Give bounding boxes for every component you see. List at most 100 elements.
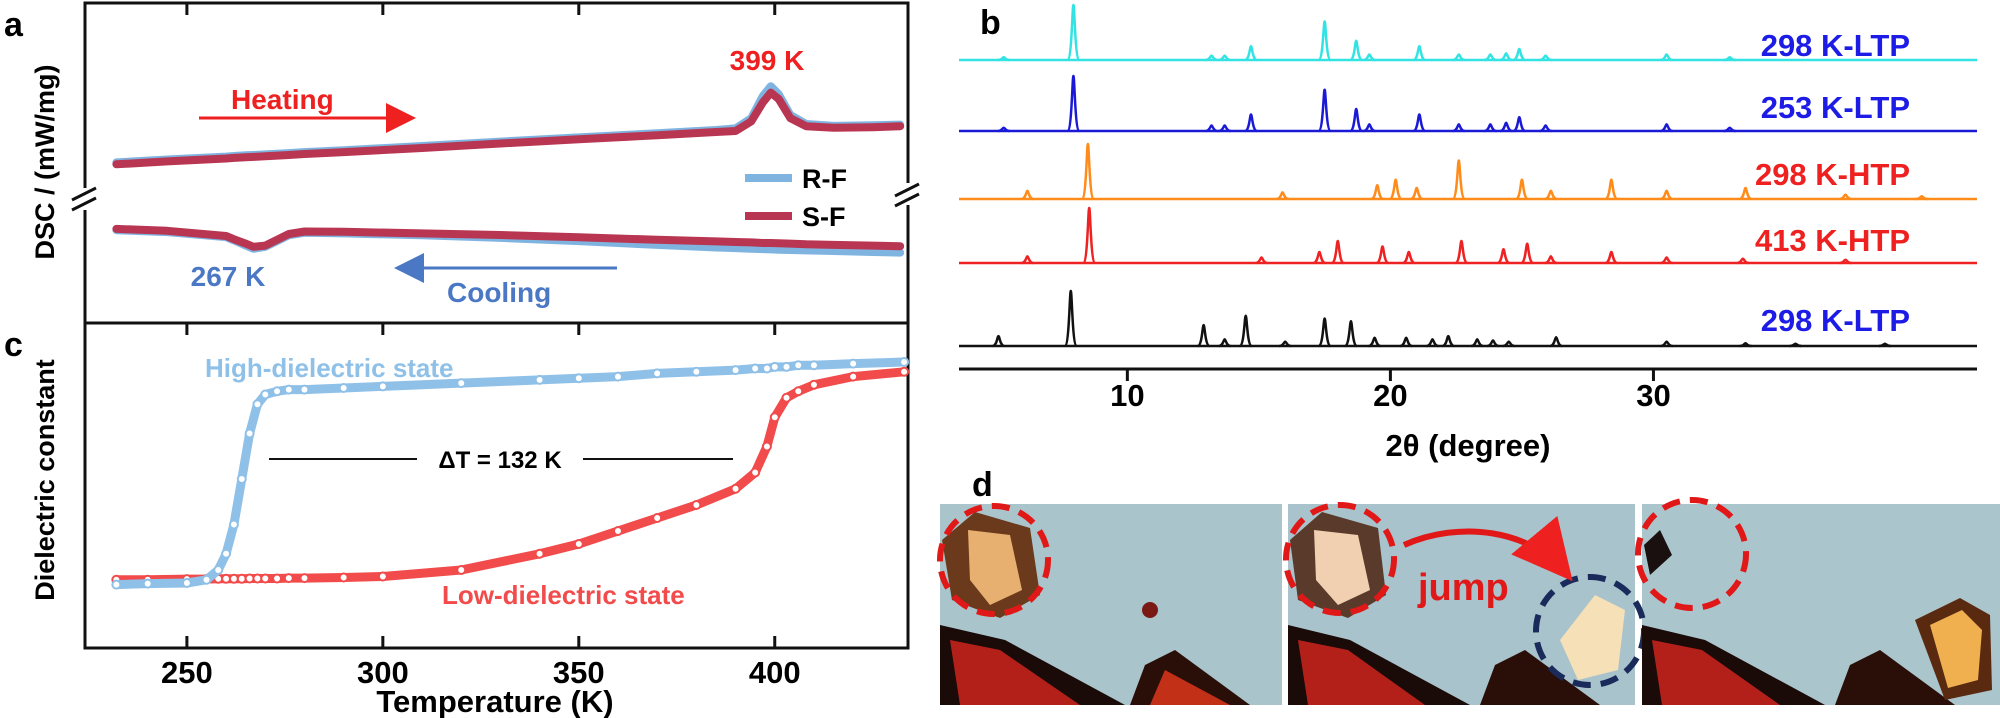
crystal xyxy=(1930,610,1982,688)
data-point xyxy=(769,361,780,372)
peak xyxy=(1499,52,1513,62)
peak xyxy=(1368,336,1381,348)
peak xyxy=(1410,186,1424,201)
legend-label: R-F xyxy=(802,164,847,194)
peak xyxy=(1197,323,1211,348)
data-point xyxy=(730,483,741,494)
y-axis-label: Dielectric constant xyxy=(30,359,60,601)
peak xyxy=(1660,256,1673,265)
data-point xyxy=(338,572,349,583)
data-point xyxy=(750,363,761,374)
data-point xyxy=(236,573,247,584)
annotation: 399 K xyxy=(730,45,805,76)
peak xyxy=(1739,186,1752,201)
peak xyxy=(997,126,1010,133)
peak xyxy=(1484,53,1497,62)
x-tick-label: 250 xyxy=(161,655,213,690)
peak xyxy=(1244,113,1258,133)
data-point xyxy=(848,371,859,382)
data-point xyxy=(848,358,859,369)
series-label: 298 K-LTP xyxy=(1761,303,1910,338)
data-point xyxy=(252,573,263,584)
peak xyxy=(1399,336,1413,348)
data-point xyxy=(750,467,761,478)
data-point xyxy=(228,519,239,530)
peak xyxy=(1205,54,1218,62)
data-point xyxy=(691,366,702,377)
highlight-circle xyxy=(1283,502,1397,616)
peak xyxy=(1878,342,1891,348)
peak xyxy=(1739,341,1752,348)
crystal xyxy=(1644,530,1672,575)
peak xyxy=(1331,239,1345,265)
peak xyxy=(1736,257,1750,265)
peak xyxy=(1317,88,1332,133)
series-label: 298 K-LTP xyxy=(1761,28,1910,63)
peak xyxy=(1279,340,1292,348)
peak xyxy=(1470,338,1484,348)
peak xyxy=(1244,44,1258,62)
x-axis-label: Temperature (K) xyxy=(376,684,613,718)
highlight-circle xyxy=(937,503,1051,617)
peak xyxy=(1317,20,1332,62)
data-point xyxy=(691,500,702,510)
data-point xyxy=(612,371,623,382)
data-point xyxy=(534,374,545,385)
peak xyxy=(1349,39,1363,62)
data-point xyxy=(201,574,212,585)
panel-label: c xyxy=(4,326,23,364)
crystal xyxy=(1835,650,1955,705)
data-point xyxy=(769,412,780,423)
data-point xyxy=(652,513,663,523)
crystal xyxy=(1298,640,1425,705)
peak xyxy=(1789,342,1802,348)
data-point xyxy=(573,539,584,549)
data-point xyxy=(260,389,271,400)
peak xyxy=(1452,53,1465,62)
x-tick-label: 350 xyxy=(553,655,605,690)
crystal xyxy=(968,530,1022,605)
peak xyxy=(1218,338,1231,348)
dielectric-curve xyxy=(111,367,909,585)
data-point xyxy=(899,357,910,367)
peak xyxy=(1660,123,1673,133)
data-point xyxy=(899,366,910,377)
y-axis-label: DSC / (mW/mg) xyxy=(30,65,60,260)
peak xyxy=(1412,44,1426,62)
peak xyxy=(1549,335,1563,348)
crystal xyxy=(1560,595,1625,680)
data-point xyxy=(456,378,467,389)
peak xyxy=(1660,53,1673,62)
data-point xyxy=(730,365,741,376)
peak xyxy=(1723,55,1736,62)
highlight-circle xyxy=(1635,497,1749,611)
data-point xyxy=(612,526,623,536)
data-point xyxy=(793,360,804,371)
peak xyxy=(1276,191,1289,201)
data-point xyxy=(272,386,283,397)
peak xyxy=(1512,115,1526,133)
x-axis-label: 2θ (degree) xyxy=(1386,428,1551,463)
peak xyxy=(1486,339,1500,348)
peak xyxy=(1515,178,1529,201)
peak xyxy=(1539,124,1552,133)
peak xyxy=(1363,53,1376,62)
peak xyxy=(1520,242,1534,265)
annotation: 267 K xyxy=(191,261,266,292)
x-tick-label: 300 xyxy=(357,655,409,690)
data-point xyxy=(228,573,239,584)
data-point xyxy=(338,383,349,393)
peak xyxy=(1660,340,1673,348)
peak xyxy=(1218,54,1231,62)
crystal xyxy=(1652,640,1780,705)
peak xyxy=(1484,123,1497,133)
data-point xyxy=(260,573,271,584)
data-point xyxy=(793,386,804,397)
series-label: 253 K-LTP xyxy=(1761,90,1910,125)
peak xyxy=(1313,250,1326,265)
data-point xyxy=(244,428,255,439)
peak xyxy=(1604,178,1618,201)
peak xyxy=(1255,256,1268,265)
peak xyxy=(1441,334,1455,348)
data-point xyxy=(652,368,663,379)
